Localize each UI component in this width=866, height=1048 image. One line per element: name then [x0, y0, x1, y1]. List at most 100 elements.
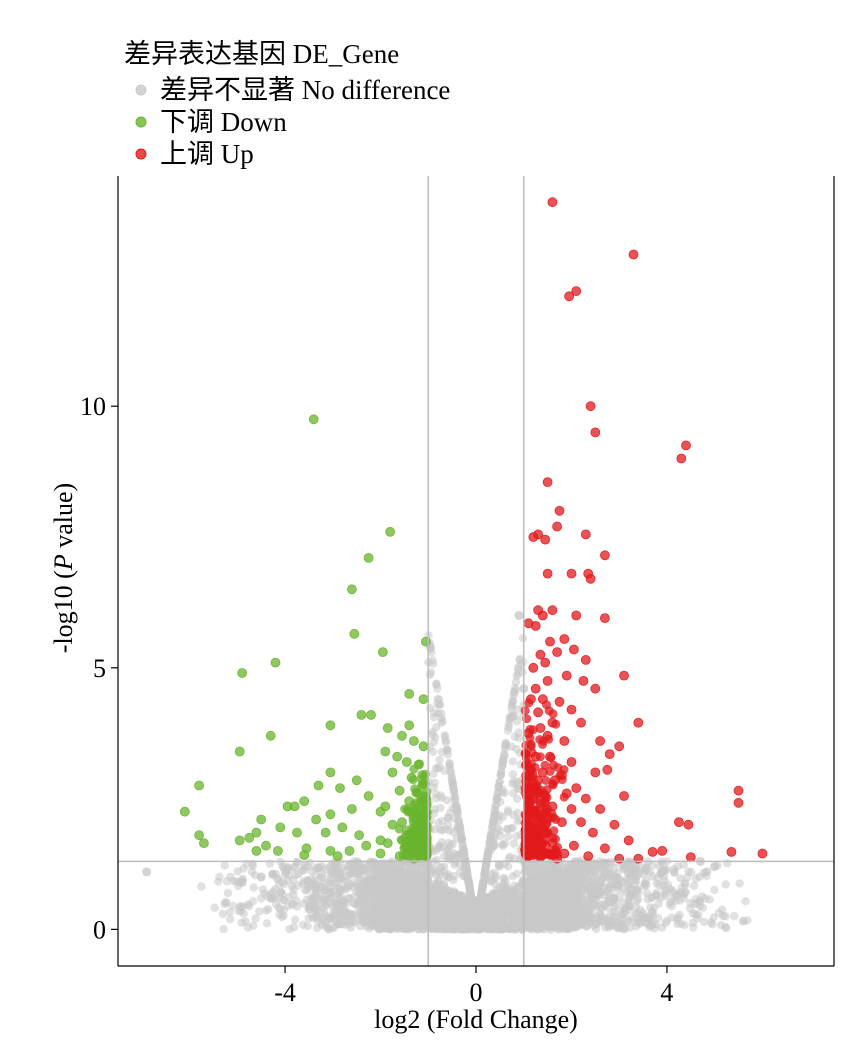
- legend-key-nodiff: [135, 84, 147, 96]
- no-difference-point: [326, 899, 335, 908]
- no-difference-point: [515, 654, 525, 663]
- no-difference-point: [264, 905, 273, 914]
- no-difference-point: [434, 695, 444, 704]
- no-difference-point: [458, 923, 468, 933]
- down-point: [289, 801, 300, 812]
- no-difference-point: [500, 885, 510, 895]
- down-point: [194, 830, 205, 841]
- down-point: [299, 796, 310, 807]
- down-point: [406, 806, 416, 816]
- up-point: [564, 291, 574, 302]
- no-difference-point: [481, 863, 490, 873]
- down-point: [325, 767, 336, 778]
- up-point: [524, 806, 534, 816]
- no-difference-point: [343, 877, 352, 887]
- no-difference-point: [427, 648, 436, 657]
- no-difference-point: [440, 731, 449, 740]
- down-point: [244, 832, 255, 843]
- no-difference-point: [616, 920, 625, 929]
- down-point: [299, 850, 310, 860]
- down-point: [194, 780, 205, 791]
- no-difference-point: [626, 890, 635, 900]
- no-difference-point: [591, 924, 601, 934]
- no-difference-point: [269, 887, 278, 896]
- no-difference-point: [472, 897, 482, 907]
- no-difference-point: [425, 704, 435, 713]
- no-difference-point: [645, 914, 655, 923]
- no-difference-point: [582, 860, 591, 870]
- up-point: [595, 804, 605, 814]
- down-point: [198, 838, 209, 848]
- no-difference-point: [367, 860, 377, 870]
- no-difference-point: [493, 824, 502, 833]
- up-point: [609, 819, 620, 830]
- up-point: [551, 834, 560, 844]
- no-difference-point: [508, 699, 517, 708]
- no-difference-point: [256, 872, 266, 882]
- no-difference-point: [585, 919, 594, 928]
- up-point: [528, 532, 539, 542]
- no-difference-point: [410, 920, 420, 930]
- no-difference-point: [404, 890, 414, 900]
- no-difference-point: [405, 872, 415, 882]
- up-point: [604, 749, 615, 759]
- no-difference-point: [247, 867, 256, 876]
- no-difference-point: [630, 875, 639, 885]
- y-tick-label: 0: [93, 915, 106, 944]
- no-difference-point: [657, 867, 667, 877]
- up-point: [600, 843, 610, 854]
- no-difference-point: [215, 872, 224, 881]
- down-point: [270, 657, 281, 668]
- no-difference-point: [429, 712, 439, 722]
- no-difference-point: [623, 916, 633, 925]
- up-point: [555, 771, 565, 781]
- up-point: [590, 683, 601, 694]
- down-point: [320, 827, 331, 838]
- no-difference-point: [544, 860, 553, 870]
- y-axis-title: -log10 (P value): [49, 483, 78, 653]
- no-difference-point: [496, 769, 506, 778]
- no-difference-point: [307, 867, 316, 876]
- no-difference-point: [345, 893, 354, 903]
- no-difference-point: [697, 892, 707, 901]
- no-difference-point: [479, 921, 489, 931]
- no-difference-point: [594, 912, 603, 922]
- no-difference-point: [513, 665, 523, 674]
- up-point: [733, 785, 744, 796]
- no-difference-point: [489, 811, 499, 820]
- up-point: [548, 709, 558, 719]
- no-difference-point: [429, 769, 438, 779]
- up-point: [590, 427, 601, 438]
- no-difference-point: [512, 923, 522, 933]
- x-axis-title: log2 (Fold Change): [374, 1005, 578, 1034]
- up-point: [674, 817, 684, 827]
- up-point: [647, 847, 658, 857]
- no-difference-point: [430, 778, 439, 788]
- down-point: [397, 730, 407, 741]
- up-point: [566, 804, 577, 814]
- up-point: [542, 676, 553, 686]
- no-difference-point: [455, 867, 465, 876]
- threshold-lines: [118, 176, 834, 966]
- no-difference-point: [433, 887, 443, 897]
- up-point: [545, 812, 555, 822]
- no-difference-point: [430, 825, 440, 834]
- down-point: [404, 689, 415, 699]
- no-difference-point: [324, 925, 333, 934]
- no-difference-point: [681, 880, 690, 889]
- no-difference-point: [643, 895, 652, 904]
- no-difference-point: [376, 862, 386, 872]
- up-point: [614, 741, 625, 752]
- up-point: [559, 634, 570, 644]
- no-difference-point: [508, 872, 517, 881]
- x-tick-label: 0: [470, 978, 483, 1007]
- up-point: [548, 850, 558, 860]
- no-difference-point: [452, 921, 461, 931]
- no-difference-point: [498, 841, 508, 850]
- no-difference-point: [524, 897, 533, 907]
- down-point: [275, 822, 286, 833]
- no-difference-point: [237, 877, 247, 887]
- up-point: [533, 605, 543, 616]
